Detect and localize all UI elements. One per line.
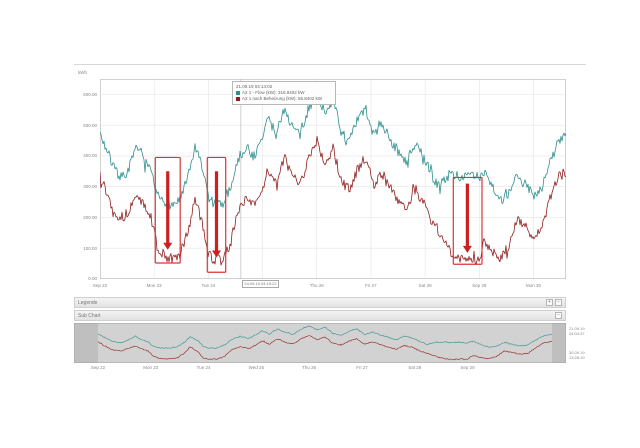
- legende-panel-title: Legende: [78, 299, 98, 306]
- y-tick-label: 100.00: [83, 245, 97, 251]
- legend-swatch-icon: [236, 97, 240, 101]
- subchart-x-tick-label: Sep 29: [460, 365, 475, 370]
- x-tick-label: Tue 24: [201, 283, 216, 288]
- subchart-x-tick-label: Fri 27: [356, 365, 368, 370]
- subchart-panel-title: Sub Chart: [78, 312, 101, 319]
- y-tick-label: 200.00: [83, 214, 97, 220]
- subchart-collapse-button[interactable]: −: [555, 312, 562, 319]
- legend-item: A2 1 nach Beheizung (kW): 55.8402 kW: [236, 96, 332, 102]
- subchart-x-tick-label: Mon 23: [143, 365, 159, 370]
- y-tick-label: 300.00: [83, 184, 97, 190]
- subchart-start-time: 21.09.19 04:04:37: [569, 326, 585, 336]
- legend-item: A2 1 - Flow (kW): 316.8402 kW: [236, 90, 332, 96]
- y-tick-label: 0.00: [88, 276, 97, 282]
- x-tick-label: Thu 26: [309, 283, 324, 288]
- legend-item-label: A2 1 nach Beheizung (kW): 55.8402 kW: [242, 96, 323, 101]
- trend-chart-app: kWh 600.00 500.00 400.00 300.00 200.00 100.00…: [74, 64, 586, 377]
- x-tick-label: Mon 23: [146, 283, 162, 288]
- x-tick-label: Sep 29: [472, 283, 487, 288]
- chart-legend-tooltip: 21.09.19 04:14:02 A2 1 - Flow (kW): 316.…: [232, 81, 336, 105]
- x-tick-label: Fri 27: [365, 283, 377, 288]
- x-tick-label: Mon 30: [525, 283, 541, 288]
- subchart-x-tick-label: Tue 24: [196, 365, 211, 370]
- subchart-panel-header[interactable]: Sub Chart −: [74, 310, 566, 321]
- cursor-timestamp-label: 24.09.19 04:15:22: [241, 280, 280, 288]
- y-tick-label: 500.00: [83, 122, 97, 128]
- legende-expand-button[interactable]: +: [546, 299, 553, 306]
- subchart-x-tick-label: Wed 25: [248, 365, 265, 370]
- legend-item-label: A2 1 - Flow (kW): 316.8402 kW: [242, 90, 305, 95]
- x-tick-label: Sep 22: [92, 283, 108, 288]
- subchart-x-tick-label: Thu 26: [302, 365, 317, 370]
- legend-timestamp: 21.09.19 04:14:02: [236, 84, 273, 89]
- y-tick-label: 400.00: [83, 153, 97, 159]
- subchart-x-tick-label: Sep 22: [90, 365, 106, 370]
- legend-items: A2 1 - Flow (kW): 316.8402 kW A2 1 nach B…: [236, 90, 332, 102]
- legende-collapse-button[interactable]: −: [555, 299, 562, 306]
- subchart-x-tick-label: Sat 28: [408, 365, 422, 370]
- subchart-end-time: 30.09.19 13:28:19: [569, 350, 585, 360]
- legende-panel-header[interactable]: Legende + −: [74, 297, 566, 308]
- subchart-range-selector[interactable]: [74, 323, 566, 363]
- x-tick-label: Sat 28: [418, 283, 432, 288]
- legend-swatch-icon: [236, 91, 240, 95]
- y-tick-label: 600.00: [83, 91, 97, 97]
- main-trend-chart[interactable]: [100, 79, 566, 279]
- y-axis-unit-label: kWh: [78, 70, 87, 75]
